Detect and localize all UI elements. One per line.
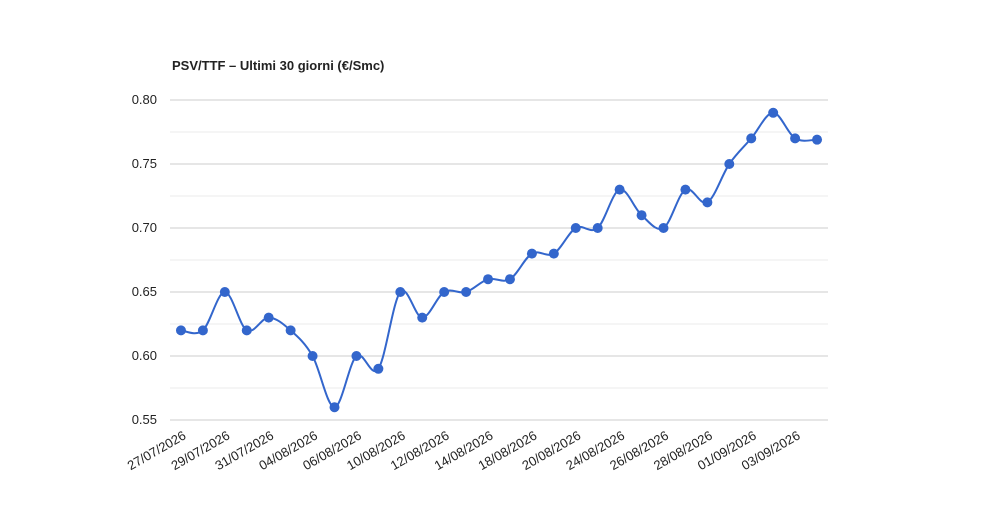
point <box>395 287 406 297</box>
point <box>351 351 362 361</box>
point <box>768 107 779 118</box>
point <box>548 248 559 259</box>
point <box>417 312 428 323</box>
point <box>307 351 318 361</box>
point <box>526 248 537 259</box>
y-tick-label: 0.80 <box>132 92 157 107</box>
point <box>197 325 208 336</box>
point <box>329 402 340 413</box>
y-tick-label: 0.55 <box>132 412 157 427</box>
point <box>790 133 801 144</box>
chart-title: PSV/TTF – Ultimi 30 giorni (€/Smc) <box>172 58 384 73</box>
point <box>746 133 757 144</box>
y-tick-label: 0.65 <box>132 284 157 299</box>
point <box>680 184 691 195</box>
y-tick-label: 0.70 <box>132 220 157 235</box>
y-tick-label: 0.75 <box>132 156 157 171</box>
point <box>702 197 713 208</box>
point <box>592 223 603 233</box>
point <box>636 210 647 221</box>
point <box>263 312 274 323</box>
point <box>461 287 472 297</box>
point <box>483 274 494 285</box>
point <box>658 223 669 233</box>
point <box>504 274 515 285</box>
point <box>724 159 735 169</box>
point <box>219 287 230 297</box>
point <box>373 363 384 374</box>
point <box>285 325 296 336</box>
point <box>241 325 252 336</box>
point <box>812 134 823 145</box>
point <box>614 184 625 195</box>
point <box>175 325 186 336</box>
point <box>439 287 450 297</box>
point <box>570 223 581 233</box>
y-tick-label: 0.60 <box>132 348 157 363</box>
